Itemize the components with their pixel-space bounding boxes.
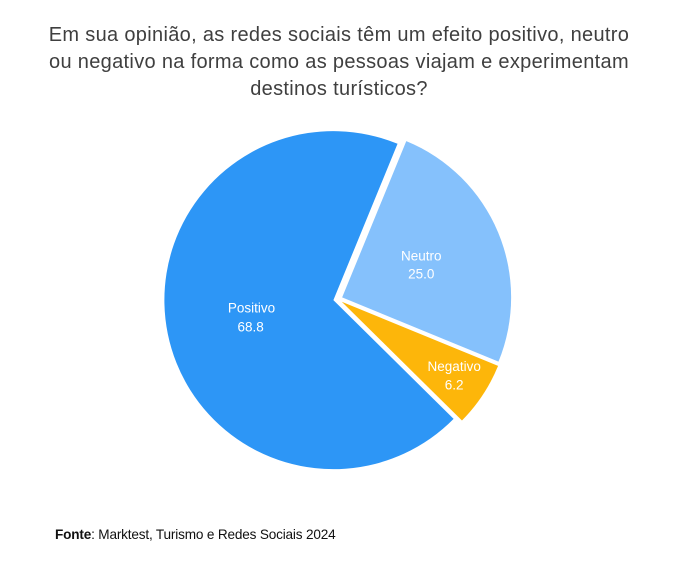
svg-text:Neutro: Neutro	[401, 249, 442, 264]
svg-text:68.8: 68.8	[237, 319, 263, 334]
svg-text:25.0: 25.0	[408, 266, 434, 281]
svg-text:Positivo: Positivo	[228, 301, 275, 316]
svg-text:6.2: 6.2	[445, 378, 464, 393]
svg-text:Negativo: Negativo	[428, 359, 481, 374]
